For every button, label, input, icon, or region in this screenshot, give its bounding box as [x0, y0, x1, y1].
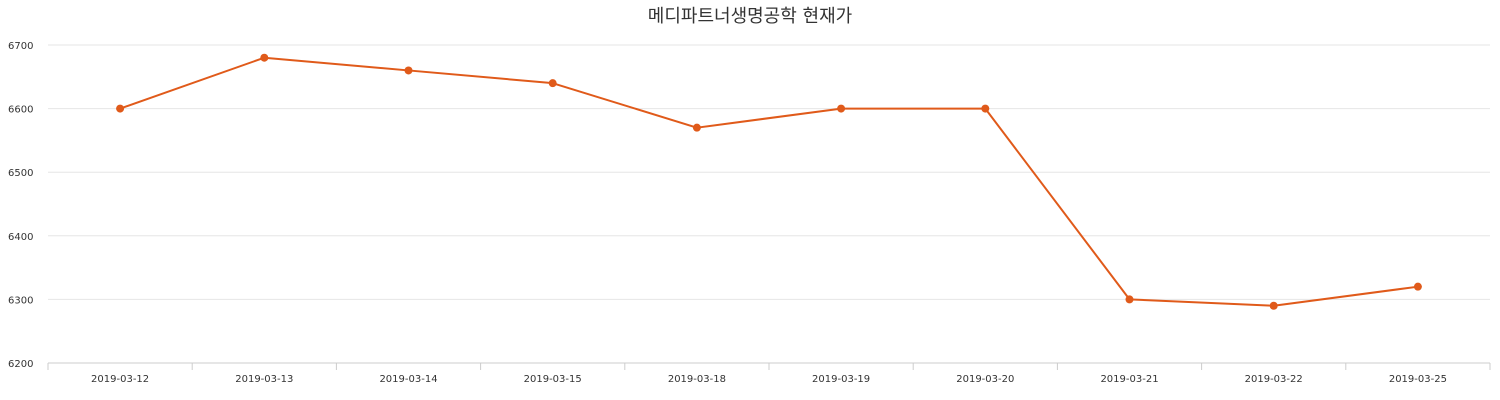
data-point — [260, 53, 269, 62]
x-tick-label: 2019-03-20 — [956, 374, 1014, 385]
x-tick-label: 2019-03-14 — [379, 374, 437, 385]
data-point — [404, 66, 413, 75]
grid-layer — [48, 44, 1490, 300]
y-tick-label: 6700 — [8, 41, 33, 52]
data-point — [1413, 282, 1422, 291]
chart-title: 메디파트너생명공학 현재가 — [647, 6, 853, 27]
x-tick-label: 2019-03-21 — [1100, 374, 1158, 385]
data-point — [981, 104, 990, 113]
x-tick-label: 2019-03-13 — [235, 374, 293, 385]
data-point — [692, 123, 701, 132]
label-layer: 6200 6300 6400 6500 6600 6700 2019-03-12 2019-0… — [8, 41, 1447, 385]
data-point — [116, 104, 125, 113]
y-tick-label: 6400 — [8, 232, 33, 243]
y-tick-label: 6300 — [8, 295, 33, 306]
data-point — [837, 104, 846, 113]
x-tick-label: 2019-03-15 — [524, 374, 582, 385]
y-tick-label: 6600 — [8, 105, 33, 116]
x-tick-label: 2019-03-22 — [1245, 374, 1303, 385]
series-layer — [116, 53, 1422, 310]
x-tick-label: 2019-03-19 — [812, 374, 870, 385]
data-point — [548, 79, 557, 88]
x-tick-label: 2019-03-18 — [668, 374, 726, 385]
data-point — [1269, 301, 1278, 310]
y-tick-label: 6200 — [8, 359, 33, 370]
x-tick-label: 2019-03-12 — [91, 374, 149, 385]
x-tick-label: 2019-03-25 — [1389, 374, 1447, 385]
data-point — [1125, 295, 1134, 304]
series-line — [119, 56, 1419, 307]
axis-layer — [47, 362, 1491, 370]
y-tick-label: 6500 — [8, 168, 33, 179]
